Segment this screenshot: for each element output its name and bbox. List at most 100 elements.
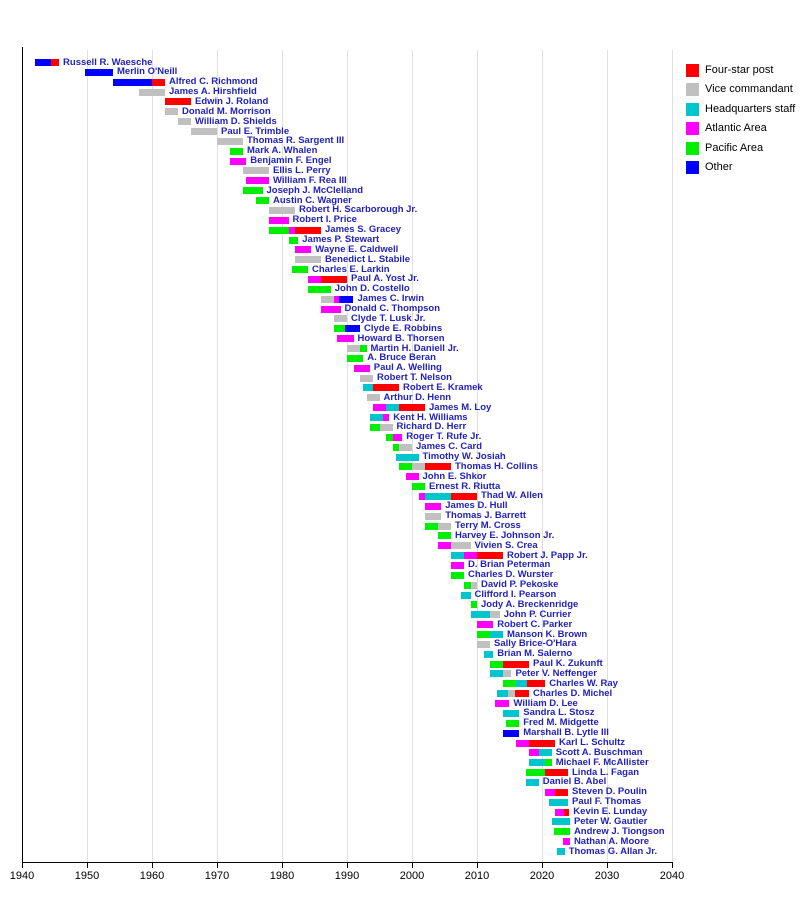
x-axis-tick: [87, 863, 88, 868]
person-name-label: Vivien S. Crea: [474, 539, 538, 551]
timeline-bar-segment: [529, 759, 546, 767]
legend-swatch-hq: [686, 102, 699, 116]
person-name-label: Peter W. Gautier: [573, 815, 648, 827]
person-name-label: Charles W. Ray: [549, 677, 618, 689]
legend-swatch-vice: [686, 83, 699, 97]
person-name-label: William D. Lee: [513, 697, 578, 709]
person-name-label: Thomas G. Allan Jr.: [568, 845, 658, 857]
person-name-label: Timothy W. Josiah: [422, 451, 506, 462]
person-name-label: Roger T. Rufe Jr.: [406, 431, 482, 443]
person-name-label: Charles E. Larkin: [312, 263, 390, 275]
person-name-label: Wayne E. Caldwell: [315, 243, 399, 255]
timeline-bar-segment: [165, 98, 191, 106]
person-name-label: Manson K. Brown: [507, 628, 588, 640]
timeline-bar-segment: [494, 700, 510, 708]
timeline-bar-segment: [321, 305, 341, 313]
timeline-bar-segment: [425, 502, 442, 510]
timeline-bar-segment: [438, 522, 451, 530]
timeline-bar-segment: [395, 453, 419, 461]
person-name-label: Robert T. Nelson: [377, 372, 452, 384]
person-name-label: John E. Shkor: [422, 470, 487, 482]
timeline-bar-segment: [392, 443, 399, 451]
person-name-label: Donald M. Morrison: [182, 105, 271, 117]
timeline-bar-segment: [503, 729, 520, 737]
person-name-label: James C. Irwin: [357, 293, 425, 305]
timeline-bar-segment: [545, 769, 568, 777]
person-name-label: Thad W. Allen: [481, 490, 543, 502]
timeline-bar-segment: [451, 571, 464, 579]
timeline-bar-segment: [553, 828, 570, 836]
timeline-bar-segment: [337, 335, 354, 343]
timeline-bar-segment: [477, 640, 490, 648]
person-name-label: Marshall B. Lytle III: [523, 727, 609, 739]
timeline-bar-segment: [405, 473, 419, 481]
timeline-bar-segment: [269, 226, 289, 234]
timeline-bar-segment: [451, 552, 464, 560]
timeline-bar-segment: [288, 226, 295, 234]
timeline-bar-segment: [334, 295, 339, 303]
timeline-bar-segment: [503, 680, 516, 688]
timeline-bar-segment: [464, 552, 477, 560]
timeline-bar-segment: [412, 483, 425, 491]
person-name-label: Joseph J. McClelland: [266, 184, 364, 196]
x-axis-tick-label: 1960: [139, 870, 165, 882]
timeline-bar-segment: [425, 463, 451, 471]
timeline-bar-segment: [464, 581, 471, 589]
timeline-bar-segment: [35, 59, 52, 66]
person-name-label: William D. Shields: [195, 115, 277, 127]
timeline-bar-segment: [425, 492, 451, 500]
x-axis-tick-label: 1980: [269, 870, 295, 882]
person-name-label: Howard B. Thorsen: [357, 332, 445, 344]
person-name-label: Mark A. Whalen: [247, 145, 318, 157]
timeline-bar-segment: [564, 808, 570, 816]
person-name-label: Benjamin F. Engel: [250, 155, 332, 167]
person-name-label: Arthur D. Henn: [383, 391, 452, 403]
person-name-label: Terry M. Cross: [455, 520, 521, 532]
timeline-bar-segment: [490, 631, 503, 639]
person-name-label: John D. Costello: [334, 283, 410, 295]
person-name-label: Russell R. Waesche: [63, 56, 153, 68]
person-name-label: Robert E. Kramek: [403, 381, 483, 393]
person-name-label: Thomas H. Collins: [455, 460, 538, 472]
timeline-bar-segment: [399, 443, 412, 451]
person-name-label: Kent H. Williams: [393, 411, 468, 423]
timeline-bar-segment: [451, 542, 471, 550]
person-name-label: Daniel B. Abel: [542, 776, 607, 788]
timeline-bar-segment: [288, 236, 299, 244]
x-axis-tick: [22, 863, 23, 868]
timeline-bar-segment: [460, 591, 471, 599]
x-axis-tick-label: 2020: [529, 870, 555, 882]
timeline-bar-segment: [366, 394, 380, 402]
person-name-label: James C. Card: [416, 441, 483, 453]
timeline-bar-segment: [338, 295, 354, 303]
person-name-label: Austin C. Wagner: [273, 194, 352, 206]
person-name-label: Paul A. Welling: [373, 362, 442, 374]
timeline-bar-segment: [555, 808, 565, 816]
legend-swatch-four: [686, 64, 699, 77]
person-name-label: Clyde T. Lusk Jr.: [351, 312, 426, 324]
person-name-label: James P. Stewart: [302, 234, 380, 246]
timeline-bar-segment: [516, 739, 529, 747]
x-axis-tick-label: 1970: [204, 870, 230, 882]
timeline-bar-segment: [527, 680, 546, 688]
legend-label-four: Four-star post: [705, 64, 774, 76]
person-name-label: Nathan A. Moore: [573, 835, 650, 847]
timeline-bar-segment: [269, 206, 295, 214]
legend-label-oth: Other: [705, 161, 733, 173]
person-name-label: David P. Pekoske: [481, 579, 559, 591]
x-axis-tick-label: 2010: [464, 870, 490, 882]
person-name-label: Ellis L. Perry: [273, 164, 331, 176]
timeline-bar-segment: [503, 709, 520, 717]
timeline-bar-segment: [321, 295, 334, 303]
timeline-bar-segment: [470, 601, 477, 609]
x-axis-tick-label: 1950: [74, 870, 100, 882]
timeline-bar-segment: [360, 345, 367, 352]
person-name-label: James S. Gracey: [325, 224, 402, 236]
decade-gridline: [542, 50, 543, 862]
person-name-label: Donald C. Thompson: [344, 303, 441, 315]
timeline-bar-segment: [514, 690, 529, 698]
person-name-label: Clifford I. Pearson: [474, 589, 557, 601]
timeline-bar-segment: [506, 719, 520, 727]
timeline-bar-segment: [507, 690, 515, 698]
decade-gridline: [347, 50, 348, 862]
